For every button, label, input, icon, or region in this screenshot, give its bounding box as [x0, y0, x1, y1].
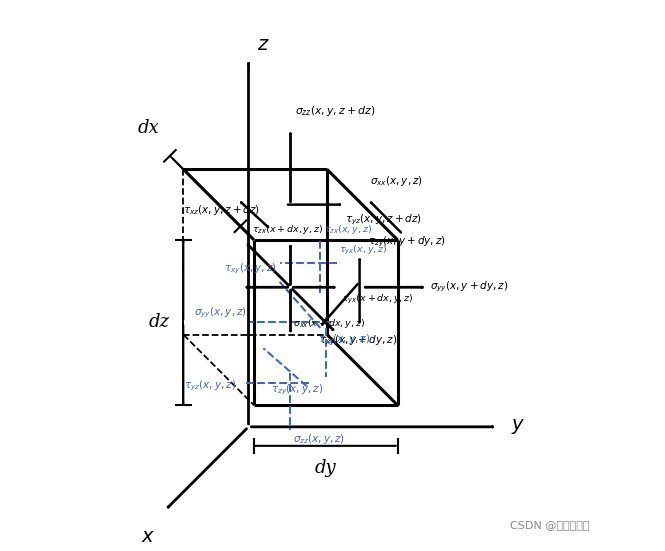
Text: $\tau_{xy}(x, y, z)$: $\tau_{xy}(x, y, z)$ [224, 262, 277, 277]
Text: $\sigma_{xx}(x+dx, y, z)$: $\sigma_{xx}(x+dx, y, z)$ [293, 317, 365, 330]
Text: CSDN @努力的骆驼: CSDN @努力的骆驼 [511, 520, 590, 530]
Text: $\tau_{yz}(x, y, z)$: $\tau_{yz}(x, y, z)$ [184, 379, 236, 393]
Text: $\sigma_{yy}(x, y+dy, z)$: $\sigma_{yy}(x, y+dy, z)$ [430, 280, 509, 294]
Text: $\sigma_{xx}(x, y, z)$: $\sigma_{xx}(x, y, z)$ [370, 174, 424, 188]
Text: $\sigma_{zz}(x, y, z)$: $\sigma_{zz}(x, y, z)$ [293, 432, 345, 446]
Text: dz: dz [149, 314, 170, 332]
Text: $\sigma_{zz}(x, y, z+dz)$: $\sigma_{zz}(x, y, z+dz)$ [295, 104, 375, 118]
Text: $\tau_{xz}(x, y, z+dz)$: $\tau_{xz}(x, y, z+dz)$ [184, 203, 261, 217]
Text: $\tau_{xy}(x, y+dy, z)$: $\tau_{xy}(x, y+dy, z)$ [319, 333, 397, 348]
Text: $\tau_{yz}(x, y, z+dz)$: $\tau_{yz}(x, y, z+dz)$ [344, 213, 422, 227]
Text: $\tau_{xz}(x, y, z)$: $\tau_{xz}(x, y, z)$ [318, 332, 370, 345]
Text: dy: dy [315, 460, 336, 477]
Text: $\tau_{zy}(x, y+dy, z)$: $\tau_{zy}(x, y+dy, z)$ [368, 235, 446, 250]
Text: $y$: $y$ [511, 417, 525, 436]
Text: $\tau_{yx}(x, y, z)$: $\tau_{yx}(x, y, z)$ [339, 244, 388, 257]
Text: $x$: $x$ [141, 527, 156, 546]
Text: $\tau_{yx}(x+dx, y, z)$: $\tau_{yx}(x+dx, y, z)$ [342, 293, 414, 306]
Text: $\sigma_{yy}(x, y, z)$: $\sigma_{yy}(x, y, z)$ [194, 305, 247, 320]
Text: $z$: $z$ [257, 35, 269, 54]
Text: $\tau_{zy}(x, y, z)$: $\tau_{zy}(x, y, z)$ [271, 382, 323, 397]
Text: dx: dx [138, 119, 159, 137]
Text: $\tau_{zx}(x+dx, y, z)$: $\tau_{zx}(x+dx, y, z)$ [252, 223, 323, 236]
Text: $\tau_{zx}(x, y, z)$: $\tau_{zx}(x, y, z)$ [324, 223, 372, 236]
